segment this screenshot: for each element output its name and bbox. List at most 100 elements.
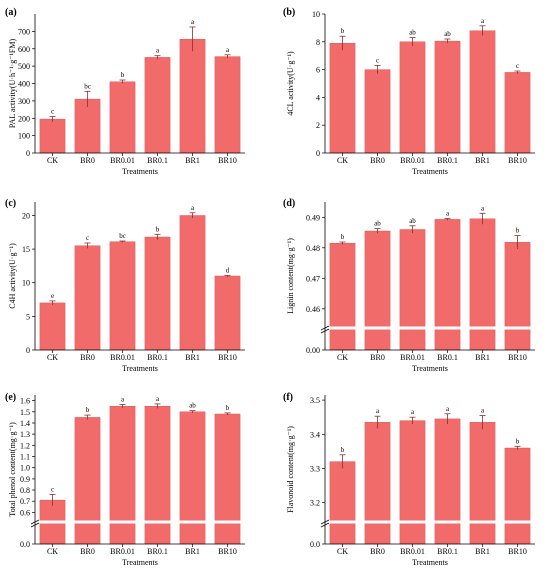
panel-a-sig-BR0.01: b bbox=[121, 71, 125, 79]
panel-f-xtick-CK: CK bbox=[337, 547, 348, 556]
panel-d-bar-BR0 bbox=[364, 230, 391, 351]
panel-c-sig-BR0: c bbox=[86, 234, 89, 242]
panel-a-ytick-0: 0 bbox=[26, 149, 30, 158]
panel-d-sig-BR10: b bbox=[516, 227, 520, 235]
panel-b-ytick-8: 8 bbox=[316, 38, 320, 47]
panel-a-ytick-100: 100 bbox=[18, 132, 30, 141]
panel-d-xlabel: Treatments bbox=[412, 364, 448, 373]
panel-b-ylabel: 4CL activity(U·g⁻¹) bbox=[286, 51, 295, 116]
panel-c-bar-BR0.1 bbox=[144, 236, 171, 351]
panel-f-bar-CK bbox=[329, 461, 356, 545]
panel-a-ytick-300: 300 bbox=[18, 97, 30, 106]
panel-e-ytick-0.0: 0.0 bbox=[20, 540, 30, 549]
panel-f-ylabel: Flavonoid content(mg·g⁻¹) bbox=[286, 426, 295, 513]
panel-a-ytick-700: 700 bbox=[18, 27, 30, 36]
panel-b-xtick-BR0.1: BR0.1 bbox=[437, 156, 458, 165]
panel-d-bar-BR0.1 bbox=[434, 219, 461, 351]
panel-d-sig-BR0.1: a bbox=[446, 210, 450, 218]
panel-c-sig-BR0.1: b bbox=[156, 225, 160, 233]
panel-c-xlabel: Treatments bbox=[122, 364, 158, 373]
panel-b-sig-BR0: c bbox=[376, 56, 379, 64]
panel-b-xtick-BR1: BR1 bbox=[475, 156, 490, 165]
panel-e-xtick-BR1: BR1 bbox=[185, 547, 200, 556]
panel-a-ylabel: PAL activity(U·h⁻¹·g⁻¹FM) bbox=[8, 39, 17, 129]
panel-e-ylabel: Total phenol content(mg·g⁻¹) bbox=[8, 422, 17, 517]
panel-e-bar-BR1 bbox=[179, 411, 206, 545]
panel-b-sig-BR0.1: ab bbox=[444, 30, 451, 38]
panel-d-bar-BR1 bbox=[469, 218, 496, 351]
panel-e-label: (e) bbox=[5, 392, 16, 403]
panel-d-bar-BR10 bbox=[504, 242, 531, 351]
panel-c-xtick-BR0: BR0 bbox=[80, 353, 95, 362]
panel-e-ytick-1.0: 1.0 bbox=[20, 464, 30, 473]
panel-e-sig-BR10: b bbox=[226, 404, 230, 412]
panel-b-bar-BR1 bbox=[469, 30, 496, 154]
panel-d-ylabel: Lignin content(mg·g⁻¹) bbox=[286, 238, 295, 314]
panel-f-bar-BR0 bbox=[364, 422, 391, 545]
panel-a-xtick-BR0: BR0 bbox=[80, 156, 95, 165]
panel-a-bar-BR0.1 bbox=[144, 57, 171, 154]
panel-a-bar-CK bbox=[39, 118, 66, 154]
panel-d-xtick-BR0.01: BR0.01 bbox=[400, 353, 425, 362]
panel-d-sig-CK: b bbox=[341, 233, 345, 241]
panel-a-ytick-600: 600 bbox=[18, 45, 30, 54]
panel-c-bar-BR0.01 bbox=[109, 241, 136, 351]
panel-e-ytick-0.7: 0.7 bbox=[20, 497, 30, 506]
panel-c-xtick-BR0.01: BR0.01 bbox=[110, 353, 135, 362]
panel-d-xtick-BR10: BR10 bbox=[508, 353, 527, 362]
panel-c-xtick-CK: CK bbox=[47, 353, 58, 362]
panel-f-xtick-BR10: BR10 bbox=[508, 547, 527, 556]
panel-d-xtick-CK: CK bbox=[337, 353, 348, 362]
panel-e-xtick-CK: CK bbox=[47, 547, 58, 556]
panel-f-ytick-3.5: 3.5 bbox=[310, 396, 320, 405]
panel-a-ytick-200: 200 bbox=[18, 114, 30, 123]
panel-b-sig-BR10: c bbox=[516, 62, 519, 70]
panel-e-ytick-1.4: 1.4 bbox=[20, 419, 30, 428]
panel-b-ytick-4: 4 bbox=[316, 93, 320, 102]
panel-f-bar-BR0.01 bbox=[399, 420, 426, 545]
panel-c-sig-BR1: a bbox=[191, 204, 195, 212]
panel-b-sig-CK: b bbox=[341, 27, 345, 35]
panel-f-ytick-3.4: 3.4 bbox=[310, 430, 320, 439]
panel-e-ytick-1.6: 1.6 bbox=[20, 397, 30, 406]
panel-b-xtick-CK: CK bbox=[337, 156, 348, 165]
panel-a-ytick-500: 500 bbox=[18, 62, 30, 71]
panel-e-axis-break bbox=[31, 520, 245, 524]
panel-f-sig-BR0.1: a bbox=[446, 405, 450, 413]
panel-a-sig-CK: c bbox=[51, 108, 54, 116]
panel-f-axis-break bbox=[321, 520, 535, 524]
panel-b-xtick-BR0: BR0 bbox=[370, 156, 385, 165]
panel-e-sig-BR0.01: a bbox=[121, 396, 125, 404]
panel-b-bar-BR10 bbox=[504, 72, 531, 154]
panel-e-ytick-0.9: 0.9 bbox=[20, 475, 30, 484]
panel-a-bar-BR0.01 bbox=[109, 81, 136, 154]
panel-d-label: (d) bbox=[283, 198, 295, 209]
panel-d-sig-BR0: ab bbox=[374, 220, 381, 228]
panel-b-xlabel: Treatments bbox=[412, 167, 448, 176]
panel-d-bar-BR0.01 bbox=[399, 229, 426, 351]
panel-b-ytick-10: 10 bbox=[312, 10, 320, 19]
panel-e-ytick-0.6: 0.6 bbox=[20, 508, 30, 517]
panel-e-ytick-1.1: 1.1 bbox=[20, 453, 30, 462]
panel-a-sig-BR0.1: a bbox=[156, 47, 160, 55]
panel-c-bar-CK bbox=[39, 302, 66, 351]
panel-d-sig-BR0.01: ab bbox=[409, 217, 416, 225]
panel-d-ytick-0.00: 0.00 bbox=[306, 346, 320, 355]
panel-a-bar-BR10 bbox=[214, 56, 241, 154]
panel-c-bar-BR1 bbox=[179, 215, 206, 351]
panel-d-bar-CK bbox=[329, 242, 356, 351]
panel-f-ytick-3.2: 3.2 bbox=[310, 499, 320, 508]
panel-e-sig-BR0.1: a bbox=[156, 395, 160, 403]
panel-c-sig-BR0.01: bc bbox=[119, 232, 126, 240]
panel-f-xlabel: Treatments bbox=[412, 558, 448, 567]
panel-c-ytick-0: 0 bbox=[26, 346, 30, 355]
panel-a-bar-BR0 bbox=[74, 98, 101, 154]
panel-c-ytick-10: 10 bbox=[22, 279, 30, 288]
panel-a-sig-BR10: a bbox=[226, 46, 230, 54]
panel-b-xtick-BR10: BR10 bbox=[508, 156, 527, 165]
panel-f-sig-BR10: b bbox=[516, 437, 520, 445]
panel-a-xtick-BR0.01: BR0.01 bbox=[110, 156, 135, 165]
panel-d-xtick-BR0: BR0 bbox=[370, 353, 385, 362]
panel-e-xtick-BR0.01: BR0.01 bbox=[110, 547, 135, 556]
panel-f-sig-BR0: a bbox=[376, 407, 380, 415]
